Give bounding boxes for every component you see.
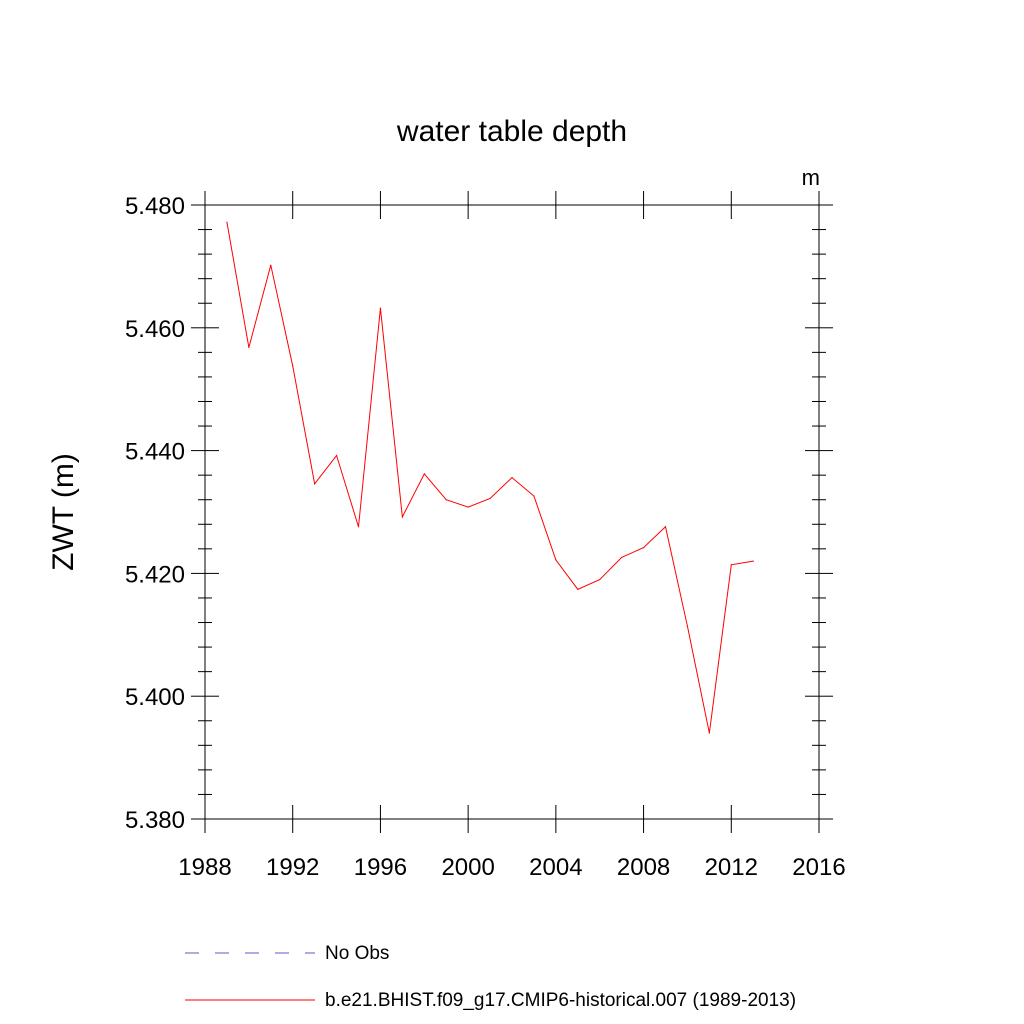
y-axis-label: ZWT (m): [47, 453, 80, 571]
data-point: [401, 516, 403, 518]
x-tick-label: 2004: [529, 854, 582, 881]
axis-ticks: [191, 191, 833, 833]
data-point: [423, 473, 425, 475]
x-tick-label: 2008: [617, 854, 670, 881]
data-point: [708, 732, 710, 734]
data-point: [533, 495, 535, 497]
data-point: [379, 307, 382, 309]
data-point: [577, 588, 579, 590]
data-point: [357, 526, 360, 528]
plot-frame: [204, 204, 820, 820]
data-point: [226, 221, 228, 223]
y-tick-label: 5.480: [125, 193, 185, 220]
data-point: [511, 477, 513, 479]
x-tick-label: 2016: [792, 854, 845, 881]
data-point: [445, 499, 447, 501]
series-line: [226, 222, 754, 734]
x-tick-label: 1992: [266, 854, 319, 881]
data-point: [335, 454, 338, 457]
y-tick-label: 5.420: [125, 561, 185, 588]
units-label: m: [802, 165, 820, 190]
data-point: [621, 556, 623, 559]
data-point: [489, 497, 491, 500]
legend-label-no-obs: No Obs: [325, 943, 389, 964]
y-tick-label: 5.460: [125, 316, 185, 343]
data-point: [555, 559, 557, 561]
data-point: [752, 560, 754, 562]
chart-title: water table depth: [396, 115, 627, 148]
x-tick-labels: 1988 1992 1996 2000 2004 2008 2012 2016: [178, 854, 845, 881]
data-point: [664, 526, 667, 528]
legend: No Obs b.e21.BHIST.f09_g17.CMIP6-histori…: [185, 943, 796, 1011]
x-tick-label: 2012: [705, 854, 758, 881]
x-tick-label: 2000: [441, 854, 494, 881]
y-tick-label: 5.380: [125, 807, 185, 834]
data-point: [292, 365, 294, 367]
x-tick-label: 1988: [178, 854, 231, 881]
data-point: [730, 564, 732, 566]
data-point: [642, 547, 645, 549]
data-point: [248, 346, 250, 349]
data-point: [686, 625, 689, 627]
data-point: [314, 483, 316, 485]
data-series: [226, 221, 754, 734]
y-tick-label: 5.400: [125, 684, 185, 711]
x-tick-label: 1996: [354, 854, 407, 881]
data-point: [467, 506, 469, 508]
legend-label-historical: b.e21.BHIST.f09_g17.CMIP6-historical.007…: [325, 990, 796, 1011]
y-tick-label: 5.440: [125, 439, 185, 466]
data-point: [270, 264, 272, 266]
y-tick-labels: 5.380 5.400 5.420 5.440 5.460 5.480: [125, 193, 185, 834]
data-point: [599, 578, 601, 581]
